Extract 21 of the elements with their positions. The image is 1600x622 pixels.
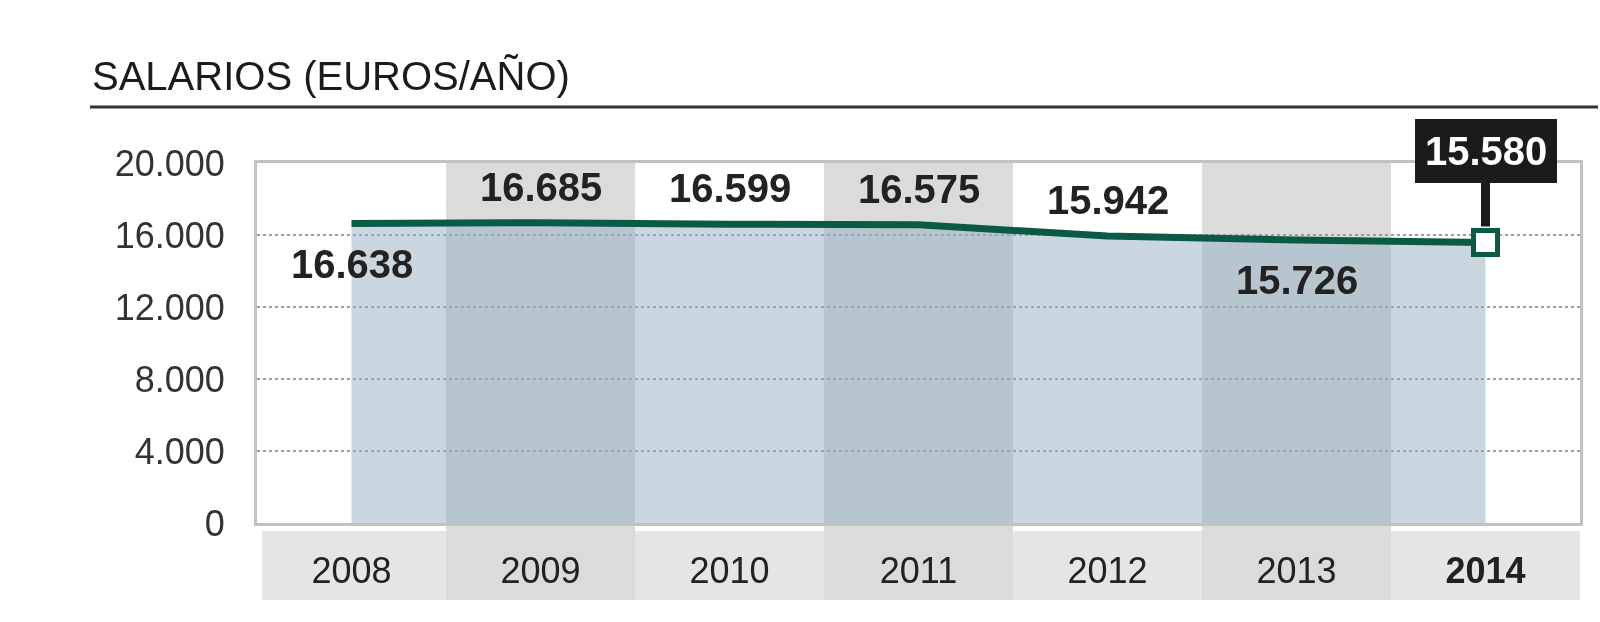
- x-tick-label: 2009: [500, 550, 581, 592]
- data-label: 16.575: [858, 167, 981, 211]
- x-tick-label: 2008: [311, 550, 392, 592]
- data-label: 15.942: [1047, 178, 1170, 222]
- x-tick-label: 2011: [879, 550, 958, 592]
- y-tick-label: 12.000: [114, 286, 225, 328]
- y-tick-label: 20.000: [114, 142, 225, 184]
- x-tick-label: 2010: [689, 550, 770, 592]
- chart-title: SALARIOS (EUROS/AÑO): [92, 54, 570, 98]
- x-tick-label: 2013: [1256, 550, 1337, 592]
- y-tick-label: 16.000: [114, 214, 225, 256]
- data-label: 16.599: [669, 166, 792, 210]
- x-tick-label: 2012: [1067, 550, 1148, 592]
- data-label: 15.580: [1425, 129, 1548, 173]
- y-tick-label: 0: [204, 502, 225, 544]
- data-label: 16.685: [480, 165, 603, 209]
- y-tick-label: 8.000: [134, 358, 225, 400]
- data-label: 15.726: [1236, 258, 1359, 302]
- data-label: 16.638: [291, 242, 414, 286]
- y-tick-label: 4.000: [134, 430, 225, 472]
- x-tick-label: 2014: [1445, 550, 1526, 592]
